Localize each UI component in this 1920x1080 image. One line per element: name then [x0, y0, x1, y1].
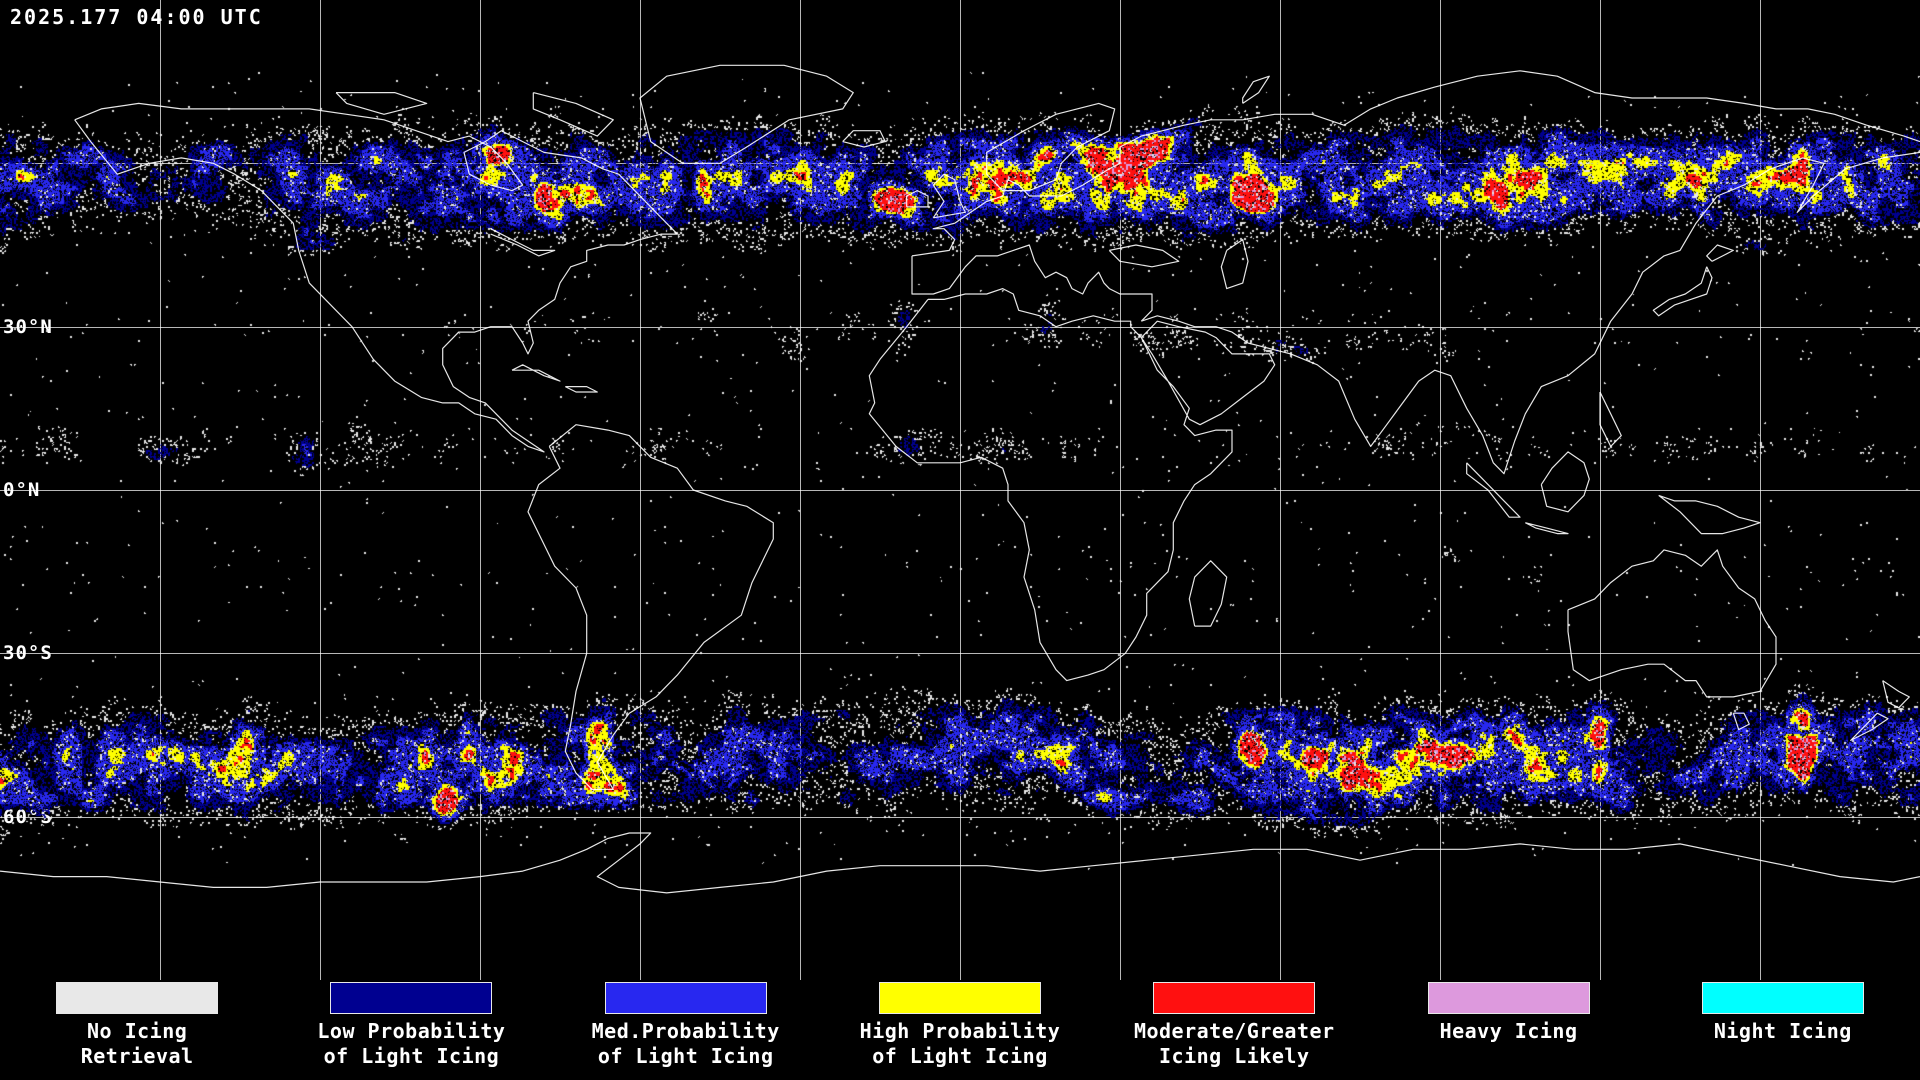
world-map: 30°N0°N30°S60°S 2025.177 04:00 UTC — [0, 0, 1920, 980]
coastlines-layer — [0, 64, 1920, 894]
legend-item-no-icing-retrieval: No Icing Retrieval — [0, 980, 274, 1080]
legend-label-low-probability: Low Probability of Light Icing — [317, 1019, 506, 1068]
icing-data-layer — [0, 0, 1920, 980]
legend-label-night-icing: Night Icing — [1713, 1019, 1852, 1043]
legend-item-low-probability: Low Probability of Light Icing — [274, 980, 548, 1080]
legend-label-med-probability: Med.Probability of Light Icing — [591, 1019, 780, 1068]
legend-swatch-night-icing — [1701, 982, 1864, 1014]
timestamp: 2025.177 04:00 UTC — [10, 5, 263, 29]
legend-item-heavy-icing: Heavy Icing — [1371, 980, 1645, 1080]
legend-swatch-med-probability — [604, 982, 767, 1014]
legend-item-med-probability: Med.Probability of Light Icing — [549, 980, 823, 1080]
legend-swatch-heavy-icing — [1427, 982, 1590, 1014]
legend-swatch-moderate-greater — [1153, 982, 1316, 1014]
legend: No Icing Retrieval Low Probability of Light… — [0, 980, 1920, 1080]
legend-label-no-icing-retrieval: No Icing Retrieval — [80, 1019, 194, 1068]
legend-swatch-high-probability — [878, 982, 1041, 1014]
legend-item-moderate-greater: Moderate/Greater Icing Likely — [1097, 980, 1371, 1080]
coastline-path — [0, 64, 1920, 894]
legend-item-night-icing: Night Icing — [1646, 980, 1920, 1080]
legend-label-high-probability: High Probability of Light Icing — [859, 1019, 1061, 1068]
legend-swatch-no-icing-retrieval — [56, 982, 219, 1014]
legend-swatch-low-probability — [330, 982, 493, 1014]
legend-item-high-probability: High Probability of Light Icing — [823, 980, 1097, 1080]
legend-label-moderate-greater: Moderate/Greater Icing Likely — [1133, 1019, 1335, 1068]
legend-label-heavy-icing: Heavy Icing — [1439, 1019, 1578, 1043]
